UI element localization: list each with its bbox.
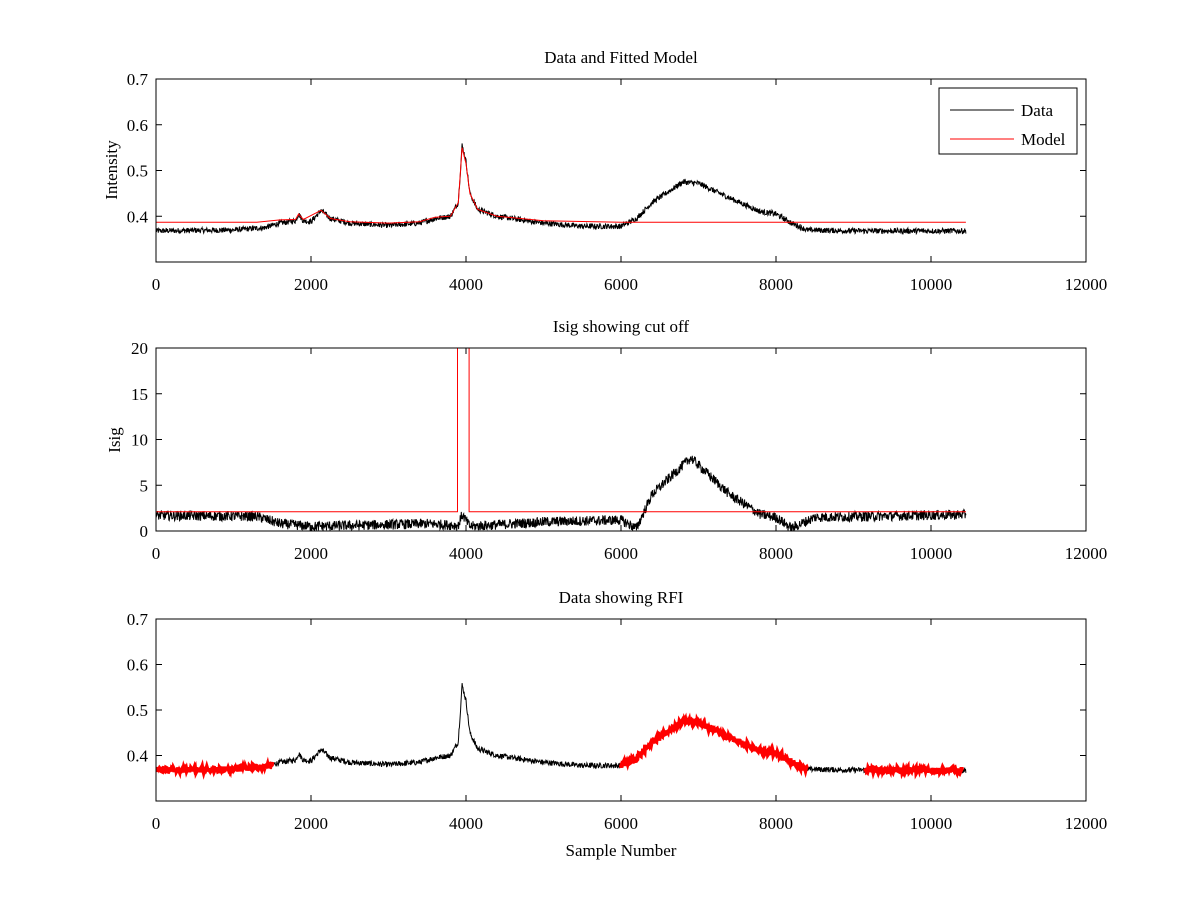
y-tick-label: 0.4: [127, 207, 149, 226]
y-axis-label: Isig: [105, 427, 124, 453]
y-tick-label: 5: [140, 476, 149, 495]
x-tick-label: 6000: [604, 544, 638, 563]
rfi-points-3: [863, 760, 964, 780]
y-tick-label: 0.6: [127, 656, 148, 675]
x-tick-label: 2000: [294, 814, 328, 833]
x-axis-label: Sample Number: [566, 841, 677, 860]
legend-box: [938, 87, 1078, 155]
plot-area: [156, 348, 967, 531]
x-tick-label: 4000: [449, 814, 483, 833]
subplot-isig: Isig showing cut off Isig 0 2000 4000 6000 8…: [105, 317, 1108, 563]
legend-label-model: Model: [1021, 130, 1066, 149]
x-tick-label: 12000: [1065, 544, 1108, 563]
plot-area: [156, 143, 967, 236]
x-tick-label: 0: [152, 544, 161, 563]
cutoff-line-right: [468, 348, 966, 513]
series-line-isig: [156, 455, 967, 531]
x-tick-label: 0: [152, 814, 161, 833]
y-tick-label: 0.5: [127, 162, 148, 181]
series-line-data: [156, 143, 967, 236]
x-tick-label: 10000: [910, 544, 953, 563]
series-line-data: [156, 683, 967, 775]
series-line-model: [156, 147, 966, 224]
x-tick-label: 8000: [759, 814, 793, 833]
y-tick-label: 0.5: [127, 701, 148, 720]
y-tick-label: 0.4: [127, 747, 149, 766]
y-tick-label: 10: [131, 431, 148, 450]
x-tick-label: 2000: [294, 275, 328, 294]
x-tick-label: 0: [152, 275, 161, 294]
x-tick-label: 8000: [759, 544, 793, 563]
plot-area: [156, 683, 967, 780]
x-tick-label: 10000: [910, 814, 953, 833]
x-tick-label: 12000: [1065, 814, 1108, 833]
y-tick-label: 0: [140, 522, 149, 541]
y-tick-label: 0.7: [127, 610, 149, 629]
legend-label-data: Data: [1021, 101, 1054, 120]
subplot-rfi: Data showing RFI Sample Number 0 2000 4000…: [127, 588, 1108, 860]
x-tick-label: 6000: [604, 814, 638, 833]
subplot-data-and-model: Data and Fitted Model Intensity 0 2000 400…: [102, 48, 1107, 294]
subplot-title: Data and Fitted Model: [544, 48, 698, 67]
y-tick-label: 20: [131, 339, 148, 358]
legend: Data Model: [938, 87, 1078, 155]
x-tick-label: 4000: [449, 275, 483, 294]
x-tick-label: 2000: [294, 544, 328, 563]
cutoff-line-left: [156, 348, 458, 513]
x-tick-label: 8000: [759, 275, 793, 294]
x-tick-label: 4000: [449, 544, 483, 563]
y-tick-label: 15: [131, 385, 148, 404]
y-tick-label: 0.7: [127, 70, 149, 89]
subplot-title: Data showing RFI: [559, 588, 684, 607]
rfi-points-2: [619, 712, 809, 779]
y-tick-label: 0.6: [127, 116, 148, 135]
x-tick-label: 12000: [1065, 275, 1108, 294]
x-tick-label: 10000: [910, 275, 953, 294]
rfi-points-1: [156, 756, 275, 780]
subplot-title: Isig showing cut off: [553, 317, 689, 336]
x-tick-label: 6000: [604, 275, 638, 294]
y-axis-label: Intensity: [102, 140, 121, 200]
